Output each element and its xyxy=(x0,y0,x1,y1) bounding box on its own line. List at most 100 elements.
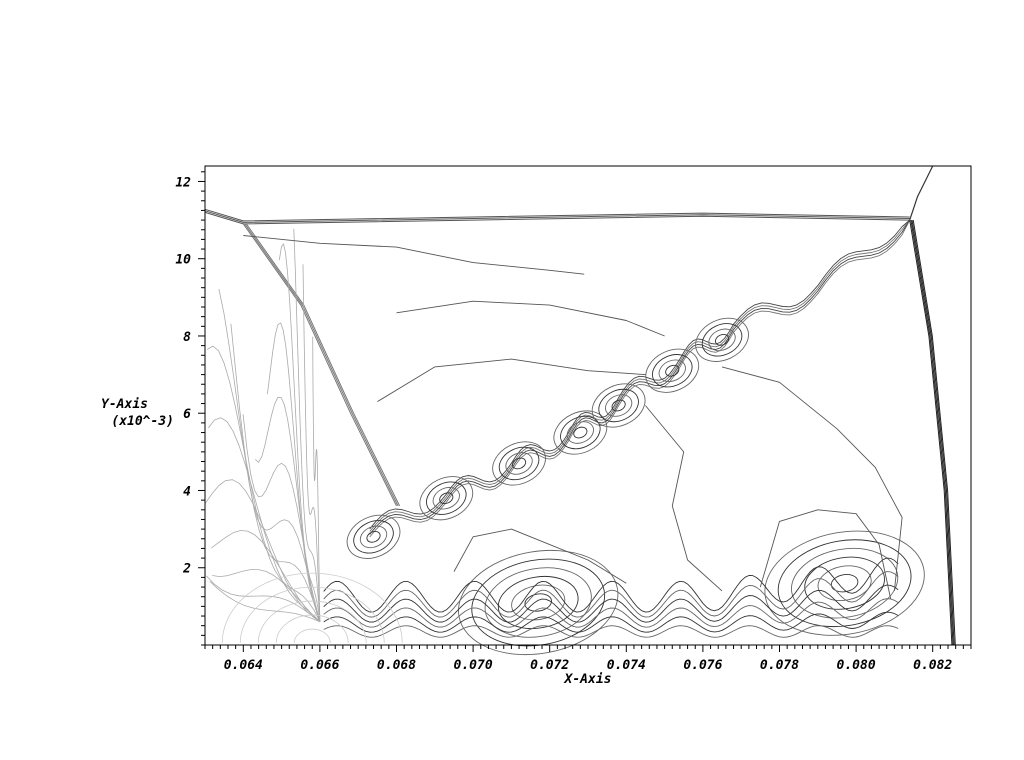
expansion-fan-contour xyxy=(218,288,321,622)
vortex-contour xyxy=(497,575,579,630)
vortex-contour xyxy=(432,486,460,510)
shear-layer-contour xyxy=(369,219,911,532)
shear-layer-contour xyxy=(369,219,911,538)
incident-shock-contour xyxy=(204,210,910,223)
incident-shock-contour xyxy=(204,211,910,225)
vortex-contour xyxy=(366,530,381,543)
flow-field-contour xyxy=(721,366,903,591)
flow-field-contour xyxy=(453,528,627,584)
shear-layer-contour xyxy=(369,219,910,530)
vortex-contour xyxy=(791,547,899,619)
expansion-fan-contour xyxy=(242,414,321,622)
x-tick-label: 0.076 xyxy=(683,658,722,673)
boundary-layer-contour xyxy=(323,584,899,623)
flow-field-contour xyxy=(759,509,892,599)
y-axis-scale-label: (x10^-3) xyxy=(111,414,174,429)
vortex-contour xyxy=(658,359,686,382)
vortex-contour xyxy=(573,426,588,439)
y-tick-label: 2 xyxy=(182,562,191,577)
vortex-contour xyxy=(604,394,633,417)
vortex-contour xyxy=(817,565,872,602)
flow-field-contour xyxy=(396,300,665,337)
vortex-contour xyxy=(777,539,912,628)
vortex-contour xyxy=(652,354,693,388)
vortex-contour xyxy=(764,530,925,636)
vortex-contour xyxy=(498,446,540,481)
x-axis-title: X-Axis xyxy=(564,672,612,687)
vortex-contour xyxy=(665,364,680,377)
x-tick-label: 0.070 xyxy=(454,658,493,673)
boundary-layer-contour xyxy=(323,598,899,628)
vortex-contour xyxy=(524,593,552,612)
mach-stem-contour xyxy=(909,220,953,646)
x-tick-label: 0.078 xyxy=(760,658,799,673)
boundary-layer-contour xyxy=(323,557,899,613)
y-tick-label: 4 xyxy=(183,484,191,499)
vortex-contour xyxy=(708,328,736,352)
origin-arc-contour xyxy=(221,572,403,644)
y-tick-label: 10 xyxy=(175,253,191,268)
origin-arc-contour xyxy=(239,586,385,644)
incident-shock-contour xyxy=(204,208,910,222)
y-axis-ticks: 2 4 6 8 10 12 xyxy=(175,171,205,646)
x-axis-ticks: 0.064 0.066 0.068 0.070 0.072 0.074 0.076 0.078… xyxy=(204,645,972,673)
vortex-contour xyxy=(492,441,546,486)
vortex-contour xyxy=(346,514,401,559)
x-tick-label: 0.066 xyxy=(300,658,339,673)
vortex-contour xyxy=(505,452,533,475)
expansion-fan-contour xyxy=(206,345,321,622)
vortex-contour xyxy=(591,383,646,428)
origin-arc-contour xyxy=(257,600,367,644)
oblique-shock-contour xyxy=(242,223,397,507)
y-axis-title: Y-Axis xyxy=(101,397,148,412)
vortex-contour xyxy=(701,323,743,357)
oblique-shock-contour xyxy=(244,223,399,507)
expansion-fan-contour xyxy=(312,336,321,622)
x-tick-label: 0.074 xyxy=(607,658,646,673)
mach-stem-contour xyxy=(910,220,954,646)
vortex-contour xyxy=(715,333,730,346)
x-tick-label: 0.072 xyxy=(530,658,569,673)
vortex-contour xyxy=(426,481,467,515)
boundary-layer-contour xyxy=(323,571,899,618)
vortex-contour xyxy=(439,492,454,505)
origin-arc-contour xyxy=(275,614,349,644)
expansion-fan-contour xyxy=(293,228,321,622)
expansion-fan-contour xyxy=(302,264,321,622)
vortex-contour xyxy=(695,317,749,362)
reflected-shock-contour xyxy=(909,165,934,221)
flow-field-contour xyxy=(243,235,585,275)
expansion-fan-contour xyxy=(212,569,321,623)
shear-layer-contour xyxy=(369,219,911,535)
vortex-contour xyxy=(611,399,626,412)
flow-field-contour xyxy=(377,358,646,402)
x-tick-label: 0.064 xyxy=(224,658,263,673)
mach-stem-contour xyxy=(912,220,956,646)
vortex-contour xyxy=(804,556,885,610)
contour-lines xyxy=(204,165,956,656)
expansion-fan-contour xyxy=(205,479,321,623)
vortex-contour xyxy=(598,388,639,423)
expansion-fan-contour xyxy=(206,575,321,623)
x-tick-label: 0.068 xyxy=(377,658,416,673)
vortex-contour xyxy=(359,525,388,549)
boundary-layer-contour xyxy=(323,625,899,638)
origin-arc-contour xyxy=(293,628,331,644)
y-tick-label: 12 xyxy=(175,175,191,190)
boundary-layer-contour xyxy=(323,611,899,633)
vortex-contour xyxy=(512,457,527,470)
expansion-fan-contour xyxy=(209,581,321,623)
flow-field-contour xyxy=(645,405,723,592)
x-tick-label: 0.082 xyxy=(913,658,952,673)
vortex-contour xyxy=(353,520,394,554)
vortex-contour xyxy=(471,558,606,647)
y-tick-label: 6 xyxy=(183,407,191,422)
mach-stem-contour xyxy=(911,220,955,646)
vortex-contour xyxy=(419,476,474,521)
vortex-contour xyxy=(458,549,619,656)
vortex-contour xyxy=(645,348,700,393)
y-tick-label: 8 xyxy=(183,330,191,345)
x-tick-label: 0.080 xyxy=(837,658,876,673)
vortex-contour xyxy=(566,421,594,444)
